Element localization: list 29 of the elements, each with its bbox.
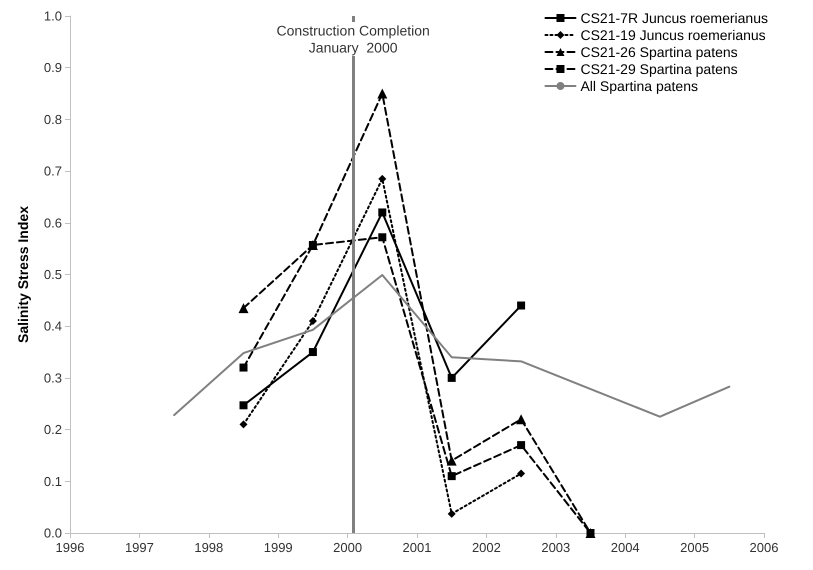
y-tick-label: 0.7 <box>44 164 62 179</box>
x-tick-label: 2006 <box>750 540 778 555</box>
y-tick-label: 0.6 <box>44 215 62 230</box>
y-tick-label: 0.3 <box>44 370 62 386</box>
x-tick-label: 1999 <box>264 540 293 555</box>
y-axis-title: Salinity Stress Index <box>15 206 31 343</box>
x-tick-label: 1998 <box>194 540 224 555</box>
ref-line-label: Construction Completion January 2000 <box>276 22 430 56</box>
x-tick-label: 2000 <box>333 540 362 555</box>
x-tick-label: 2005 <box>680 540 710 555</box>
legend-label: CS21-26 Spartina patens <box>580 44 738 60</box>
y-tick-label: 0.4 <box>44 318 62 334</box>
y-tick-label: 0.9 <box>44 60 62 76</box>
x-tick-label: 2003 <box>541 540 570 555</box>
legend-label: All Spartina patens <box>580 78 698 94</box>
x-tick-label: 1997 <box>124 540 154 555</box>
legend-label: CS21-19 Juncus roemerianus <box>580 27 766 43</box>
y-tick-label: 0.5 <box>44 267 62 282</box>
y-tick-label: 0.8 <box>44 112 62 127</box>
x-tick-label: 2001 <box>402 540 432 555</box>
y-tick-label: 0.1 <box>44 474 62 489</box>
x-tick-label: 2004 <box>610 540 640 555</box>
legend-label: CS21-29 Spartina patens <box>580 61 738 77</box>
x-tick-label: 2002 <box>472 540 501 555</box>
y-tick-label: 0.2 <box>44 422 62 438</box>
x-tick-label: 1996 <box>56 540 84 555</box>
legend-label: CS21-7R Juncus roemerianus <box>580 10 768 26</box>
y-tick-label: 0.0 <box>44 526 62 540</box>
y-tick-label: 1.0 <box>44 8 62 24</box>
